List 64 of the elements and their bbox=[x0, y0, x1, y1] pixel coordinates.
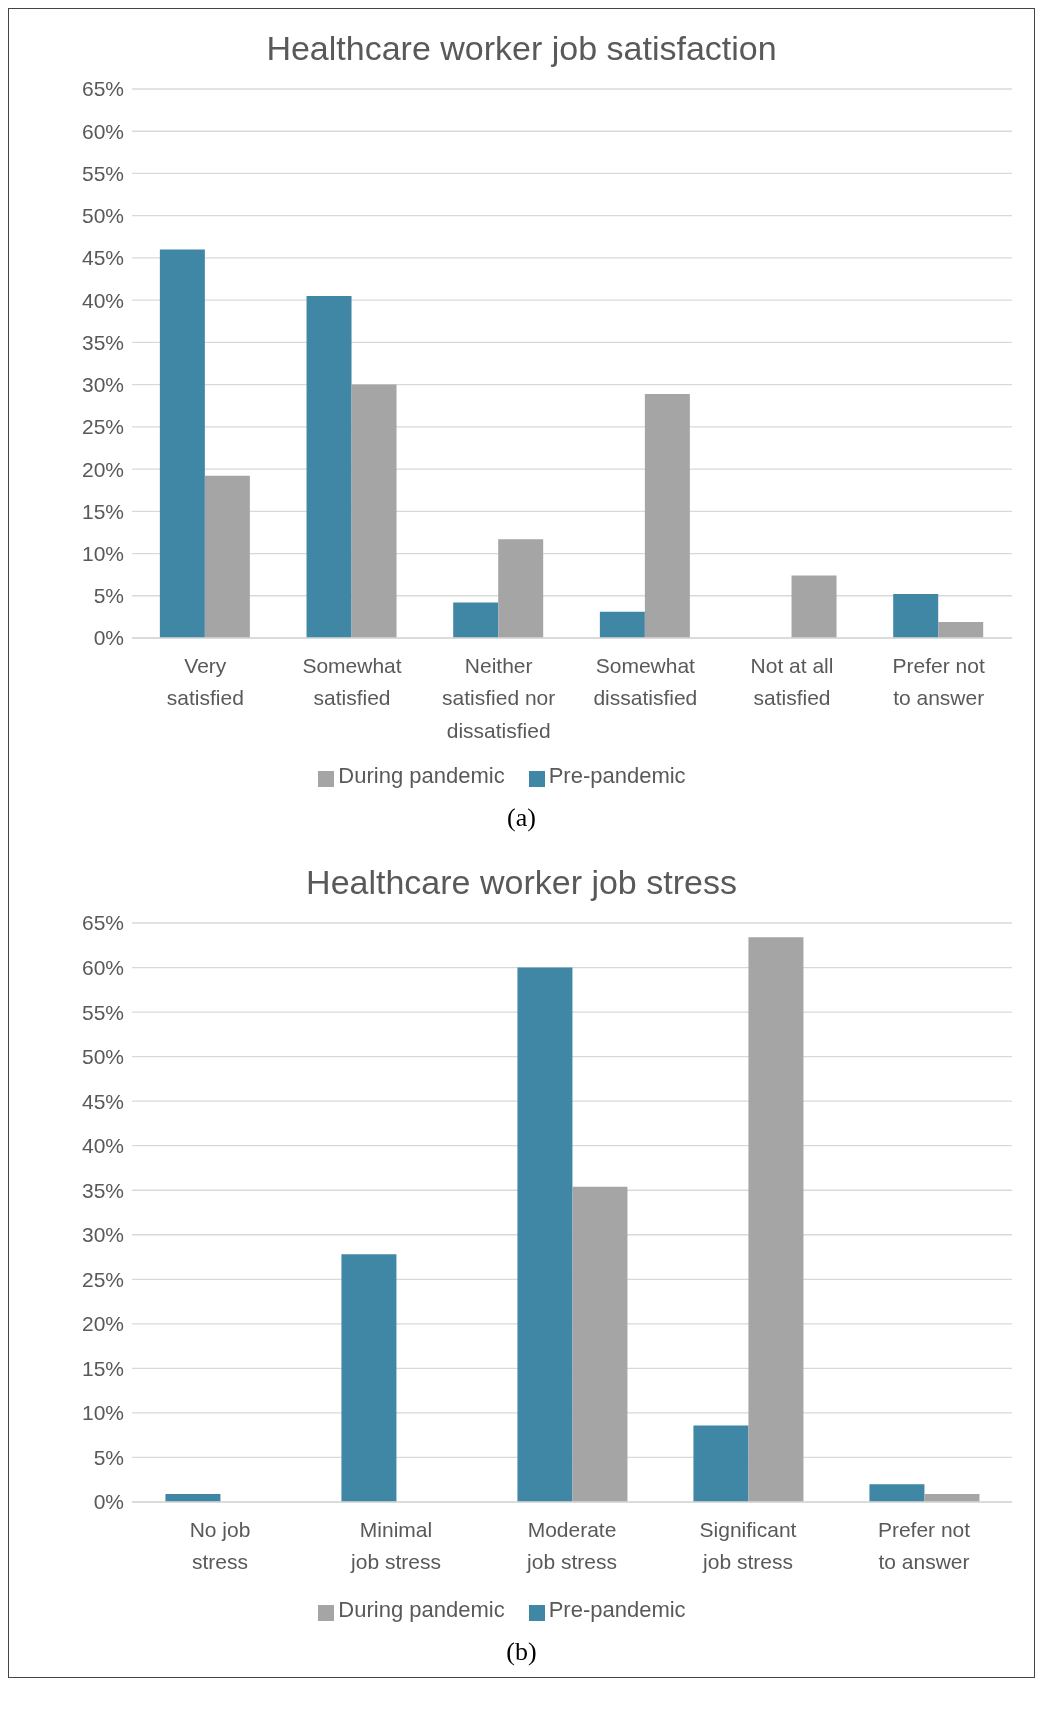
x-tick-label: Prefer not to answer bbox=[877, 1517, 970, 1574]
y-tick-label: 65% bbox=[81, 911, 124, 935]
bar bbox=[306, 295, 352, 638]
bar bbox=[644, 393, 690, 638]
bar bbox=[937, 621, 983, 638]
y-tick-label: 15% bbox=[81, 499, 124, 523]
text: (b) bbox=[505, 1637, 538, 1668]
y-tick-label: 20% bbox=[81, 457, 124, 481]
bar bbox=[516, 967, 572, 1502]
x-tick-label: Not at all satisfied bbox=[750, 653, 833, 710]
x-tick-label: Somewhat satisfied bbox=[301, 653, 402, 710]
bar bbox=[692, 1425, 748, 1502]
y-tick-label: 50% bbox=[81, 1045, 124, 1069]
y-tick-label: 55% bbox=[81, 161, 124, 185]
y-tick-label: 15% bbox=[81, 1356, 124, 1380]
text: (a) bbox=[506, 803, 537, 834]
bar bbox=[340, 1254, 396, 1502]
x-tick-label: Very satisfied bbox=[166, 653, 244, 710]
chart-title: Healthcare worker job satisfaction bbox=[265, 28, 778, 69]
bar bbox=[892, 594, 938, 638]
y-tick-label: 65% bbox=[81, 77, 124, 101]
bar bbox=[159, 249, 205, 638]
y-tick-label: 10% bbox=[81, 541, 124, 565]
x-tick-label: Moderate job stress bbox=[525, 1517, 617, 1574]
x-tick-label: Somewhat dissatisfied bbox=[592, 653, 697, 710]
y-tick-label: 60% bbox=[81, 955, 124, 979]
y-tick-label: 60% bbox=[81, 119, 124, 143]
bar bbox=[747, 937, 803, 1502]
y-tick-label: 25% bbox=[81, 1267, 124, 1291]
y-tick-label: 45% bbox=[81, 1089, 124, 1113]
legend-label: During pandemic bbox=[338, 763, 505, 788]
x-tick-label: No job stress bbox=[189, 1517, 250, 1574]
bar bbox=[868, 1484, 924, 1502]
y-tick-label: 55% bbox=[81, 1000, 124, 1024]
bar bbox=[571, 1186, 627, 1502]
y-tick-label: 30% bbox=[81, 373, 124, 397]
y-tick-label: 20% bbox=[81, 1312, 124, 1336]
y-tick-label: 5% bbox=[93, 1445, 124, 1469]
bar bbox=[791, 575, 837, 638]
x-tick-label: Significant job stress bbox=[699, 1517, 797, 1574]
bar bbox=[204, 475, 250, 638]
x-tick-label: Minimal job stress bbox=[349, 1517, 441, 1574]
y-tick-label: 0% bbox=[93, 626, 124, 650]
legend-label: During pandemic bbox=[338, 1597, 505, 1622]
y-tick-label: 10% bbox=[81, 1401, 124, 1425]
bar bbox=[599, 611, 645, 638]
y-tick-label: 25% bbox=[81, 415, 124, 439]
chart-title: Healthcare worker job stress bbox=[305, 862, 738, 903]
legend-label: Pre-pandemic bbox=[548, 763, 686, 788]
y-tick-label: 30% bbox=[81, 1223, 124, 1247]
bar bbox=[452, 602, 498, 638]
y-tick-label: 35% bbox=[81, 330, 124, 354]
bar bbox=[497, 539, 543, 638]
y-tick-label: 0% bbox=[93, 1490, 124, 1514]
x-tick-label: Neither satisfied nor dissatisfied bbox=[441, 653, 555, 742]
y-tick-label: 50% bbox=[81, 204, 124, 228]
legend-label: Pre-pandemic bbox=[548, 1597, 686, 1622]
y-tick-label: 40% bbox=[81, 288, 124, 312]
x-tick-label: Prefer not to answer bbox=[892, 653, 985, 710]
bar bbox=[351, 384, 397, 638]
y-tick-label: 35% bbox=[81, 1178, 124, 1202]
y-tick-label: 5% bbox=[93, 584, 124, 608]
y-tick-label: 40% bbox=[81, 1134, 124, 1158]
y-tick-label: 45% bbox=[81, 246, 124, 270]
